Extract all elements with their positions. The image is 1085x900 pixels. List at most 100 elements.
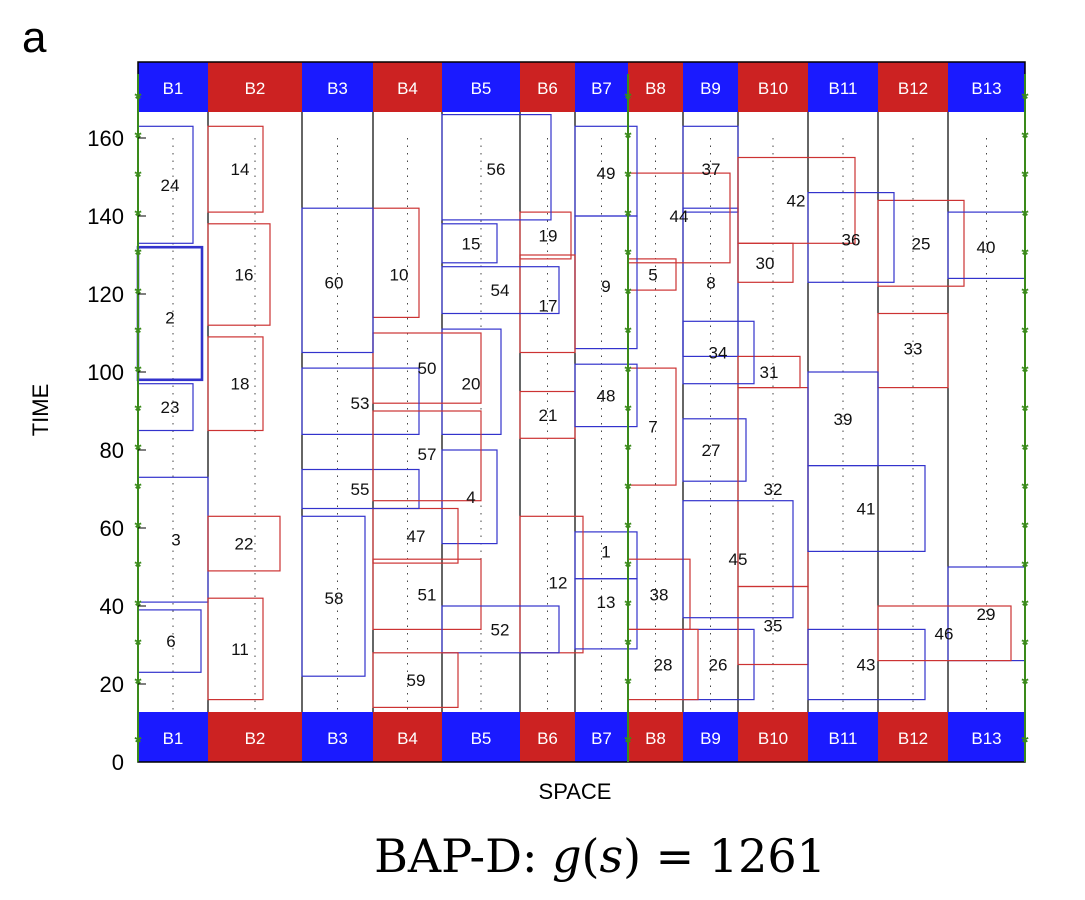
y-tick-label-60: 60: [100, 516, 124, 541]
vessel-label-27: 27: [702, 441, 721, 460]
vessel-box-10: [372, 207, 420, 318]
berth-footer-b10: [738, 712, 808, 762]
vessel-label-46: 46: [935, 624, 954, 643]
vessel-label-4: 4: [466, 488, 475, 507]
vessel-label-58: 58: [325, 589, 344, 608]
vessel-box-17: [519, 254, 576, 354]
green-marker-3-11: *: [1021, 323, 1028, 343]
berth-header-label-b1: B1: [163, 79, 184, 98]
green-marker-3-2: *: [1021, 674, 1028, 694]
berth-footer-label-b12: B12: [898, 729, 928, 748]
vessel-box-55: [301, 468, 420, 510]
green-marker-1-1: *: [134, 733, 141, 753]
berth-header-b2: [208, 62, 302, 112]
berth-header-b3: [302, 62, 373, 112]
vessel-box-49: [574, 125, 638, 217]
berth-footer-label-b8: B8: [645, 729, 666, 748]
vessel-label-5: 5: [648, 266, 657, 285]
vessel-box-51: [372, 558, 482, 631]
green-marker-2-2: *: [624, 674, 631, 694]
vessel-label-24: 24: [161, 176, 180, 195]
green-marker-1-7: *: [134, 479, 141, 499]
berth-header-b9: [683, 62, 738, 112]
vessel-box-56: [441, 113, 552, 221]
vessel-label-28: 28: [654, 656, 673, 675]
vessel-label-11: 11: [231, 640, 249, 659]
vessel-label-12: 12: [549, 574, 568, 593]
vessel-box-11: [207, 597, 264, 701]
vessel-label-17: 17: [539, 297, 558, 316]
vessel-label-55: 55: [351, 480, 370, 499]
vessel-box-33: [877, 312, 949, 389]
vessel-label-56: 56: [487, 160, 506, 179]
vessel-box-22: [207, 515, 281, 572]
vessel-label-60: 60: [325, 273, 344, 292]
berth-header-b10: [738, 62, 808, 112]
plot-frame: [137, 61, 1026, 763]
berth-header-b11: [808, 62, 878, 112]
vessel-label-34: 34: [709, 344, 728, 363]
berth-footer-label-b11: B11: [829, 729, 858, 748]
vessel-label-35: 35: [764, 617, 783, 636]
vessel-box-57: [372, 410, 482, 502]
vessel-label-53: 53: [351, 394, 370, 413]
vessel-box-20: [441, 328, 502, 436]
vessel-label-40: 40: [977, 238, 996, 257]
green-marker-3-3: *: [1021, 635, 1028, 655]
vessel-box-41: [807, 465, 926, 553]
berth-header-label-b10: B10: [758, 79, 788, 98]
vessel-label-22: 22: [235, 535, 254, 554]
berth-footer-b8: [628, 712, 683, 762]
vessel-box-45: [682, 500, 794, 619]
green-marker-1-15: *: [134, 167, 141, 187]
berth-header-b4: [373, 62, 442, 112]
vessel-box-46: [877, 605, 1012, 662]
green-marker-2-7: *: [624, 479, 631, 499]
green-marker-3-10: *: [1021, 362, 1028, 382]
y-tick-label-0: 0: [112, 750, 124, 775]
vessel-box-14: [207, 125, 264, 213]
green-marker-1-11: *: [134, 323, 141, 343]
y-tick-label-120: 120: [87, 282, 124, 307]
vessel-label-6: 6: [166, 632, 175, 651]
green-marker-1-17: *: [134, 89, 141, 109]
caption-prefix: BAP-D:: [374, 829, 552, 883]
berth-header-label-b13: B13: [971, 79, 1001, 98]
berth-footer-label-b13: B13: [971, 729, 1001, 748]
berth-footer-b3: [302, 712, 373, 762]
green-marker-2-4: *: [624, 596, 631, 616]
vessel-box-36: [807, 192, 895, 283]
green-marker-3-13: *: [1021, 245, 1028, 265]
vessel-label-45: 45: [729, 550, 748, 569]
berth-header-label-b9: B9: [700, 79, 721, 98]
vessel-label-54: 54: [491, 281, 510, 300]
berth-header-label-b7: B7: [591, 79, 612, 98]
green-marker-3-14: *: [1021, 206, 1028, 226]
caption-arg: s: [599, 829, 623, 883]
green-marker-2-11: *: [624, 323, 631, 343]
vessel-label-2: 2: [165, 308, 174, 327]
green-marker-2-1: *: [624, 733, 631, 753]
berth-footer-b2: [208, 712, 302, 762]
vessel-label-50: 50: [418, 359, 437, 378]
berth-footer-label-b10: B10: [758, 729, 788, 748]
vessel-label-7: 7: [648, 418, 657, 437]
green-marker-2-17: *: [624, 89, 631, 109]
green-marker-3-16: *: [1021, 128, 1028, 148]
berth-footer-b4: [373, 712, 442, 762]
vessel-label-8: 8: [706, 273, 715, 292]
vessel-label-47: 47: [407, 527, 426, 546]
berth-footer-label-b2: B2: [245, 729, 266, 748]
vessel-label-52: 52: [491, 620, 510, 639]
y-axis-label: TIME: [28, 384, 53, 437]
caption-open: (: [582, 829, 600, 883]
vessel-label-39: 39: [834, 410, 853, 429]
berth-footer-label-b6: B6: [537, 729, 558, 748]
green-marker-1-13: *: [134, 245, 141, 265]
vessel-box-34: [682, 320, 755, 385]
green-marker-2-3: *: [624, 635, 631, 655]
vessel-box-35: [737, 585, 809, 666]
vessel-box-25: [877, 199, 965, 287]
berth-header-b6: [520, 62, 575, 112]
